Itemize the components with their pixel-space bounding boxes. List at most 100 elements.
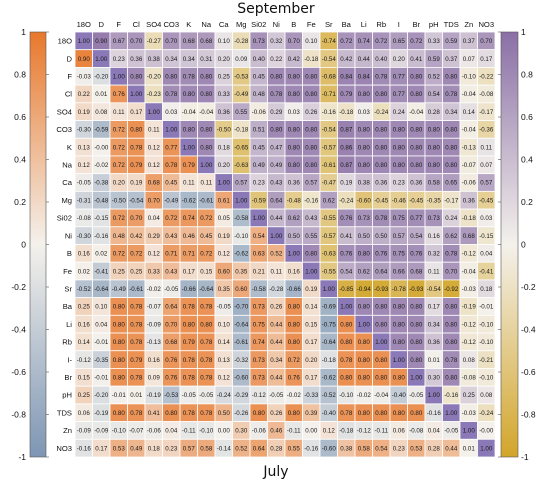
cell-value: -0.66 — [182, 286, 197, 293]
cell-value: -0.54 — [427, 286, 442, 293]
cell-value: 0.04 — [480, 251, 493, 258]
cell-value: -0.35 — [94, 357, 109, 364]
cell-value: 0.80 — [410, 73, 423, 80]
cell-value: -0.40 — [392, 392, 407, 399]
cell-value: -0.06 — [252, 109, 267, 116]
cell-value: -0.19 — [94, 410, 109, 417]
cell-value: 0.20 — [113, 180, 126, 187]
cell-value: -0.04 — [182, 109, 197, 116]
row-label: Ni — [65, 231, 72, 240]
cell-value: -0.02 — [94, 162, 109, 169]
cell-value: -0.06 — [147, 428, 162, 435]
cell-value: 0.43 — [270, 180, 283, 187]
cell-value: 0.20 — [393, 56, 406, 63]
cell-value: 0.32 — [270, 38, 283, 45]
cell-value: 0.15 — [305, 321, 318, 328]
cell-value: 0.44 — [270, 215, 283, 222]
cell-value: 0.80 — [428, 162, 441, 169]
cell-value: 0.35 — [235, 268, 248, 275]
cell-value: 0.80 — [393, 162, 406, 169]
cell-value: -0.45 — [479, 197, 494, 204]
cell-value: 0.74 — [358, 38, 371, 45]
cell-value: -0.01 — [479, 304, 494, 311]
cell-value: 0.00 — [218, 428, 231, 435]
cell-value: 0.03 — [358, 109, 371, 116]
row-label: Fe — [63, 267, 72, 276]
cell-value: -0.00 — [94, 144, 109, 151]
cell-value: -0.16 — [94, 233, 109, 240]
cell-value: 0.50 — [288, 233, 301, 240]
cell-value: 0.80 — [130, 127, 143, 134]
cell-value: -0.31 — [77, 197, 92, 204]
cell-value: 0.74 — [183, 215, 196, 222]
cell-value: 0.70 — [165, 38, 178, 45]
cell-value: 0.80 — [113, 410, 126, 417]
cell-value: 0.62 — [358, 268, 371, 275]
right-tick-label: 0.2 — [521, 197, 533, 207]
cell-value: 1.00 — [78, 38, 91, 45]
cell-value: 0.80 — [375, 321, 388, 328]
cell-value: 0.78 — [130, 304, 143, 311]
cell-value: 0.78 — [445, 91, 458, 98]
cell-value: 0.78 — [165, 162, 178, 169]
cell-value: 0.45 — [253, 144, 266, 151]
cell-value: 0.78 — [183, 73, 196, 80]
cell-value: 0.80 — [393, 339, 406, 346]
cell-value: -0.01 — [94, 375, 109, 382]
cell-value: 0.80 — [410, 144, 423, 151]
cell-value: -0.03 — [462, 410, 477, 417]
cell-value: -0.12 — [77, 357, 92, 364]
cell-value: 0.12 — [78, 162, 91, 169]
row-label: Na — [62, 161, 72, 170]
cell-value: 0.14 — [218, 339, 231, 346]
cell-value: 0.41 — [340, 233, 353, 240]
cell-value: 1.00 — [270, 233, 283, 240]
cell-value: -0.05 — [164, 286, 179, 293]
cell-value: 0.58 — [358, 445, 371, 452]
column-header: Zn — [464, 20, 473, 29]
cell-value: 0.37 — [463, 38, 476, 45]
column-header: F — [116, 20, 121, 29]
cell-value: -0.61 — [234, 339, 249, 346]
cell-value: 0.49 — [253, 162, 266, 169]
cell-value: 0.80 — [340, 321, 353, 328]
cell-value: 0.80 — [288, 127, 301, 134]
cell-value: 0.80 — [375, 410, 388, 417]
cell-value: 0.80 — [358, 304, 371, 311]
column-header: B — [291, 20, 296, 29]
cell-value: 0.80 — [375, 144, 388, 151]
cell-value: -0.50 — [217, 127, 232, 134]
right-tick-label: -0.4 — [521, 325, 536, 335]
cell-value: 0.70 — [130, 215, 143, 222]
cell-value: -0.12 — [252, 392, 267, 399]
cell-value: 0.71 — [183, 251, 196, 258]
cell-value: 0.34 — [445, 109, 458, 116]
cell-value: 0.11 — [480, 144, 492, 151]
cell-value: -0.68 — [322, 73, 337, 80]
cell-value: 0.25 — [78, 392, 91, 399]
cell-value: 0.76 — [165, 375, 178, 382]
cell-value: 1.00 — [183, 144, 196, 151]
cell-value: -0.71 — [322, 91, 337, 98]
cell-value: 0.72 — [130, 251, 143, 258]
cell-value: -0.64 — [234, 321, 249, 328]
cell-value: 0.01 — [95, 91, 108, 98]
cell-value: 0.14 — [78, 339, 91, 346]
cell-value: -0.46 — [392, 197, 407, 204]
cell-value: 0.16 — [78, 251, 91, 258]
cell-value: 0.76 — [375, 251, 388, 258]
cell-value: 0.45 — [253, 73, 266, 80]
colorbar-left-ticks: 1 0.8 0.6 0.4 0.2 0 -0.2 -0.4 -0.6 -0.8 -1 — [11, 27, 49, 462]
cell-value: 0.80 — [445, 162, 458, 169]
column-header: Sr — [325, 20, 333, 29]
cell-value: 0.68 — [183, 38, 196, 45]
column-header: Ni — [273, 20, 280, 29]
cell-value: 0.57 — [480, 180, 493, 187]
cell-value: 0.65 — [445, 180, 458, 187]
cell-value: 0.26 — [270, 304, 283, 311]
cell-value: 0.55 — [288, 445, 301, 452]
column-header: Br — [412, 20, 420, 29]
cell-value: -0.17 — [479, 109, 494, 116]
row-label: Li — [66, 320, 72, 329]
